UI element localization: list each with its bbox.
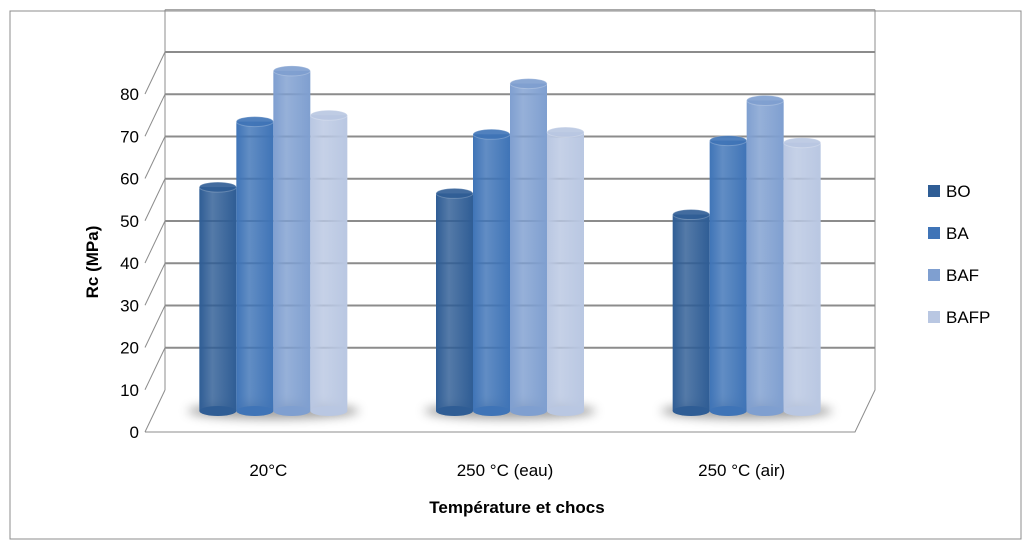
bar-top xyxy=(435,187,474,199)
gridline-side xyxy=(144,347,166,390)
bar-body xyxy=(783,142,821,411)
bar-body xyxy=(709,140,747,411)
floor-right-edge xyxy=(145,9,876,433)
x-tick-label: 250 °C (eau) xyxy=(457,461,554,480)
gridline-side xyxy=(144,305,166,348)
y-tick-label: 30 xyxy=(120,296,139,315)
bar-body xyxy=(310,115,348,411)
bar xyxy=(746,94,785,416)
bar-top xyxy=(746,94,785,106)
floor-left-edge xyxy=(144,389,166,433)
x-axis: 20°C 250 °C (eau) 250 °C (air) xyxy=(249,461,785,480)
bar-top xyxy=(546,126,585,138)
bar xyxy=(435,187,474,416)
bar-top xyxy=(198,181,237,193)
legend-label: BA xyxy=(946,224,969,243)
bar-top xyxy=(472,128,511,140)
bar-base xyxy=(672,406,710,416)
bar-body xyxy=(672,214,710,411)
gridline-side xyxy=(144,220,166,264)
bar-top xyxy=(783,137,822,149)
y-tick-label: 10 xyxy=(120,381,139,400)
bar-base xyxy=(436,406,473,416)
bar-body xyxy=(746,100,784,412)
legend-swatch xyxy=(928,185,940,197)
bar-top xyxy=(235,116,274,128)
bar-body xyxy=(436,193,473,411)
bar-base xyxy=(547,406,584,416)
bars xyxy=(187,65,833,419)
bar-base xyxy=(709,406,747,416)
bar-top xyxy=(709,135,748,147)
x-tick-label: 20°C xyxy=(249,461,287,480)
y-tick-label: 0 xyxy=(130,423,139,442)
gridline-side xyxy=(144,263,166,306)
bar xyxy=(472,128,511,416)
bar-body xyxy=(473,134,510,411)
y-tick-label: 60 xyxy=(120,170,139,189)
bar-body xyxy=(510,83,547,411)
bar-body xyxy=(236,121,274,412)
bar-top xyxy=(672,209,711,221)
bar xyxy=(709,135,748,416)
bar-top xyxy=(509,78,548,90)
legend-label: BAFP xyxy=(946,308,990,327)
y-tick-label: 20 xyxy=(120,339,139,358)
bar xyxy=(783,137,822,416)
legend-swatch xyxy=(928,227,940,239)
gridline-side xyxy=(144,51,166,95)
legend-swatch xyxy=(928,311,940,323)
x-tick-label: 250 °C (air) xyxy=(698,461,785,480)
y-axis-title: Rc (MPa) xyxy=(83,226,102,299)
bar-base xyxy=(473,406,510,416)
bar-body xyxy=(199,187,237,411)
bar xyxy=(509,78,548,416)
bar xyxy=(309,109,348,416)
bar-body xyxy=(273,70,311,411)
bar-body xyxy=(547,132,584,411)
y-axis: 0 10 20 30 40 50 60 70 80 xyxy=(120,85,139,442)
gridline-side xyxy=(144,94,166,137)
legend-label: BO xyxy=(946,182,971,201)
bar-base xyxy=(783,406,821,416)
bar-base xyxy=(310,406,348,416)
legend: BO BA BAF BAFP xyxy=(928,182,990,327)
y-tick-label: 70 xyxy=(120,127,139,146)
bar xyxy=(672,209,711,416)
bar-top xyxy=(272,65,311,77)
y-tick-label: 80 xyxy=(120,85,139,104)
bar xyxy=(272,65,311,416)
bar xyxy=(198,181,237,416)
bar-base xyxy=(273,406,311,416)
bar-base xyxy=(746,406,784,416)
bar-base xyxy=(236,406,274,416)
bar xyxy=(546,126,585,416)
bar-base xyxy=(510,406,547,416)
bar-base xyxy=(199,406,237,416)
legend-swatch xyxy=(928,269,940,281)
y-tick-label: 40 xyxy=(120,254,139,273)
bar xyxy=(235,116,274,416)
bar-top xyxy=(309,109,348,121)
y-tick-label: 50 xyxy=(120,212,139,231)
gridline-side xyxy=(144,136,166,179)
plot-walls xyxy=(144,9,876,433)
x-axis-title: Température et chocs xyxy=(429,498,604,517)
gridline-side xyxy=(144,178,166,221)
legend-label: BAF xyxy=(946,266,979,285)
